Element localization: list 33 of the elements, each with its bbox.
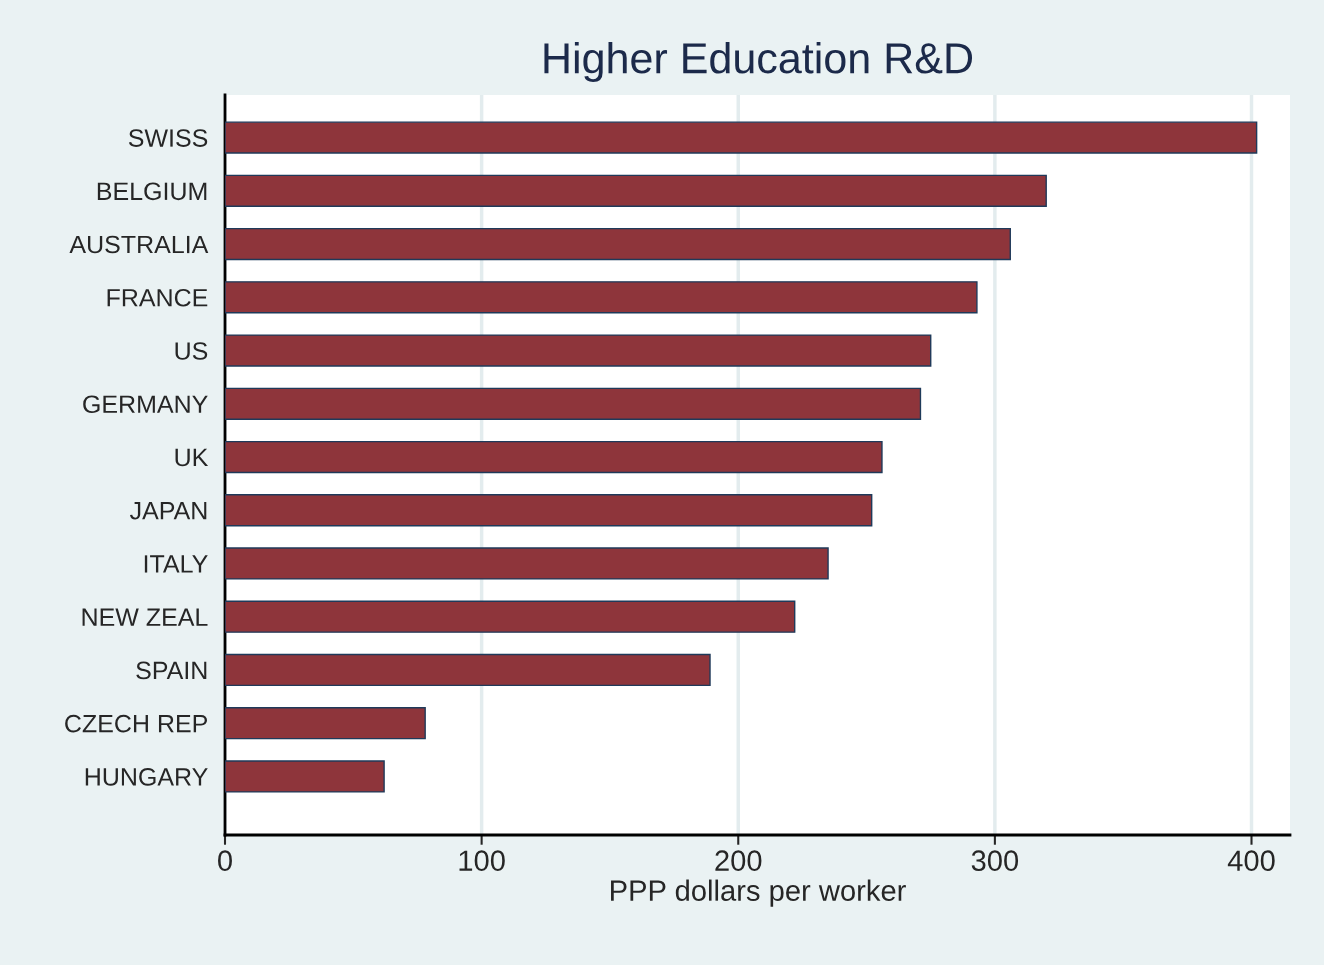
bar [225, 494, 873, 527]
y-tick-label: US [175, 342, 208, 360]
y-tick-label: SWISS [128, 129, 208, 147]
bar [225, 174, 1047, 207]
x-tick-label: 200 [715, 850, 762, 872]
y-tick-label: CZECH REP [65, 714, 208, 733]
chart-title: Higher Education R&D [544, 41, 973, 83]
y-tick-label: UK [175, 448, 209, 467]
bar [225, 227, 1011, 261]
y-tick-label: GERMANY [83, 395, 208, 414]
y-tick-label: SPAIN [136, 661, 207, 680]
y-tick-label: JAPAN [129, 502, 207, 520]
y-tick-label: AUSTRALIA [69, 235, 209, 254]
bar [225, 547, 829, 580]
y-tick-label: FRANCE [107, 288, 208, 307]
bar [225, 760, 385, 793]
bar [225, 334, 932, 367]
y-tick-label: ITALY [144, 555, 208, 573]
bar [225, 121, 1258, 154]
bar [225, 281, 978, 314]
x-tick-label: 400 [1227, 850, 1275, 872]
x-tick-label: 300 [971, 850, 1019, 872]
bar [225, 387, 922, 420]
x-tick-label: 0 [218, 850, 232, 872]
bar [225, 440, 883, 474]
y-tick-label: NEW ZEAL [82, 608, 208, 626]
x-tick-label: 100 [459, 850, 505, 872]
x-axis-title: PPP dollars per worker [611, 879, 906, 907]
bar [225, 653, 711, 687]
bar [225, 600, 796, 633]
bar [225, 707, 426, 740]
y-tick-label: HUNGARY [85, 768, 208, 786]
y-tick-label: BELGIUM [97, 182, 207, 201]
